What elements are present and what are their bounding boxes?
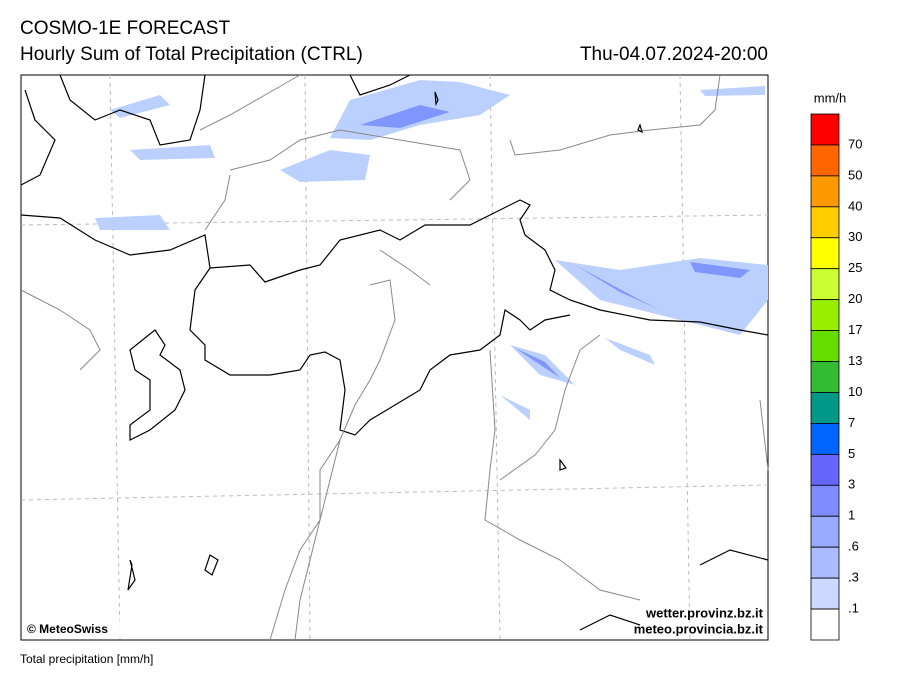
colorbar-label: .1 <box>848 600 859 615</box>
colorbar-box <box>810 144 840 177</box>
site-it: meteo.provincia.bz.it <box>634 621 764 636</box>
colorbar-label: .6 <box>848 539 859 554</box>
map: © MeteoSwiss wetter.provinz.bz.it meteo.… <box>20 74 769 641</box>
colorbar-box <box>810 175 840 208</box>
colorbar-label: 10 <box>848 384 862 399</box>
colorbar-box <box>810 237 840 270</box>
colorbar-label: 3 <box>848 477 855 492</box>
colorbar-label: 40 <box>848 198 862 213</box>
colorbar-box <box>810 330 840 362</box>
colorbar-box <box>810 546 840 579</box>
subtitle: Hourly Sum of Total Precipitation (CTRL) <box>20 44 363 65</box>
colorbar-label: 17 <box>848 322 862 337</box>
colorbar-label: 1 <box>848 508 855 523</box>
copyright: © MeteoSwiss <box>27 622 108 636</box>
colorbar-label: 70 <box>848 136 862 151</box>
colorbar-unit: mm/h <box>814 90 847 105</box>
colorbar-box <box>810 392 840 424</box>
colorbar-box <box>810 577 840 610</box>
colorbar-label: 30 <box>848 229 862 244</box>
colorbar-box <box>810 268 840 301</box>
datetime: Thu-04.07.2024-20:00 <box>580 44 768 65</box>
colorbar-box <box>810 515 840 548</box>
colorbar-label: 50 <box>848 167 862 182</box>
colorbar-label: 25 <box>848 260 862 275</box>
colorbar-box <box>810 423 840 455</box>
colorbar-box <box>810 206 840 239</box>
colorbar-label: 5 <box>848 446 855 461</box>
colorbar-box <box>810 299 840 331</box>
footer: Total precipitation [mm/h] <box>20 652 153 666</box>
colorbar-box <box>810 608 840 641</box>
colorbar-box <box>810 361 840 393</box>
colorbar-label: 7 <box>848 415 855 430</box>
colorbar-box <box>810 484 840 517</box>
site-de: wetter.provinz.bz.it <box>645 605 764 620</box>
colorbar-label: 20 <box>848 291 862 306</box>
colorbar-label: .3 <box>848 570 859 585</box>
colorbar-box <box>810 453 840 486</box>
colorbar: mm/h 70 50 40 30 25 20 17 13 10 7 5 3 1 .6 .3 .1 <box>810 90 862 641</box>
title: COSMO-1E FORECAST <box>20 18 230 39</box>
colorbar-label: 13 <box>848 353 862 368</box>
colorbar-box <box>810 113 840 146</box>
precipitation <box>95 80 768 420</box>
